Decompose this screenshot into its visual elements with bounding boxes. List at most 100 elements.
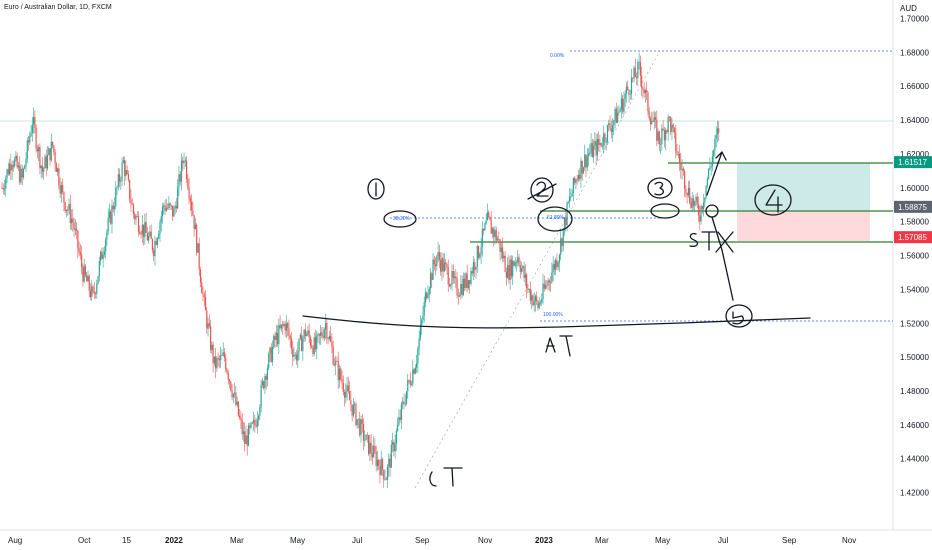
candle-body: [189, 197, 191, 202]
candle-body: [222, 352, 224, 356]
candle-body: [337, 361, 339, 381]
candle-body: [113, 206, 116, 210]
price-tick-label: 1.50000: [900, 353, 929, 362]
candle-body: [507, 265, 509, 278]
candle-body: [65, 209, 68, 212]
candle-body: [105, 239, 107, 252]
candle-body: [574, 177, 576, 183]
candle-body: [643, 89, 645, 94]
candle-body: [678, 153, 681, 163]
candle-body: [179, 174, 181, 182]
arrow-up: [706, 151, 727, 196]
candle-body: [27, 140, 30, 143]
candle-body: [278, 325, 280, 345]
candle-body: [546, 285, 548, 287]
time-axis[interactable]: Aug Oct 15 2022 Mar May Jul Sep Nov 2023 Mar May Jul…: [8, 536, 856, 545]
candle-body: [472, 262, 475, 274]
candle-body: [458, 295, 461, 297]
candle-body: [414, 367, 416, 374]
candle-body: [266, 368, 269, 380]
candle-body: [212, 344, 214, 364]
candle-body: [710, 166, 712, 168]
candle-body: [606, 125, 609, 142]
candle-body: [198, 243, 200, 270]
candle-body: [326, 322, 328, 339]
candle-body: [466, 273, 468, 288]
candle-body: [551, 272, 553, 283]
candle-body: [400, 403, 403, 420]
candle-body: [390, 444, 392, 468]
candle-body: [485, 220, 487, 224]
candle-body: [522, 266, 524, 269]
candle-body: [103, 251, 105, 255]
candle-body: [307, 330, 309, 335]
candle-body: [518, 257, 520, 266]
candle-body: [33, 116, 35, 125]
candle-body: [510, 259, 513, 277]
candle-body: [619, 109, 621, 112]
candle-body: [14, 159, 16, 167]
price-tags: 1.61517 1.58875 1.57085: [894, 156, 932, 244]
candle-body: [483, 228, 485, 231]
candle-body: [667, 116, 669, 132]
candle-body: [528, 289, 530, 290]
candle-body: [233, 392, 236, 394]
candle-body: [44, 156, 46, 169]
candle-body: [620, 98, 623, 110]
candle-body: [452, 271, 454, 279]
candle-body: [126, 169, 128, 175]
candle-body: [635, 77, 638, 79]
candle-body: [88, 275, 90, 291]
time-tick-label: Sep: [415, 536, 430, 545]
candle-body: [108, 211, 111, 219]
candle-body: [38, 146, 40, 152]
candle-body: [150, 231, 152, 240]
letter-s: [689, 232, 699, 248]
candle-body: [180, 160, 183, 182]
price-tick-label: 1.60000: [900, 184, 929, 193]
candle-body: [261, 381, 264, 385]
candle-body: [298, 338, 300, 352]
circle-2: [530, 177, 554, 203]
candle-body: [68, 203, 70, 211]
price-axis[interactable]: 1.70000 1.68000 1.66000 1.64000 1.62000 1.600…: [900, 14, 929, 497]
candle-body: [455, 276, 457, 279]
candle-body: [429, 273, 432, 289]
candle-body: [258, 415, 260, 420]
candle-body: [86, 275, 88, 282]
candle-body: [236, 401, 238, 405]
candle-body: [39, 146, 41, 169]
candle-body: [527, 287, 529, 290]
candle-body: [58, 168, 60, 186]
price-tick-label: 1.44000: [900, 455, 929, 464]
candle-body: [265, 376, 267, 380]
candle-body: [627, 86, 629, 90]
loss-zone[interactable]: [737, 211, 870, 241]
candle-body: [613, 120, 615, 126]
candle-body: [148, 235, 150, 241]
time-tick-label: 2023: [535, 536, 553, 545]
candle-body: [112, 205, 114, 210]
profit-zone[interactable]: [737, 163, 870, 211]
candle-body: [352, 404, 355, 416]
candle-body: [533, 301, 535, 306]
candle-body: [124, 160, 126, 177]
candle-body: [505, 271, 507, 278]
candle-body: [494, 230, 496, 237]
candle-body: [335, 360, 337, 366]
time-tick-label: Mar: [595, 536, 609, 545]
price-tick-label: 1.56000: [900, 252, 929, 261]
candle-body: [370, 442, 372, 454]
candle-body: [381, 458, 384, 471]
candle-body: [461, 283, 463, 295]
candle-body: [101, 251, 103, 260]
fib-retracement[interactable]: [390, 50, 893, 489]
candle-body: [232, 393, 234, 398]
candle-body: [164, 205, 166, 211]
price-tick-label: 1.64000: [900, 116, 929, 125]
candle-body: [202, 293, 204, 295]
candle-body: [658, 131, 660, 145]
candle-body: [566, 202, 568, 226]
candle-body: [340, 368, 342, 380]
